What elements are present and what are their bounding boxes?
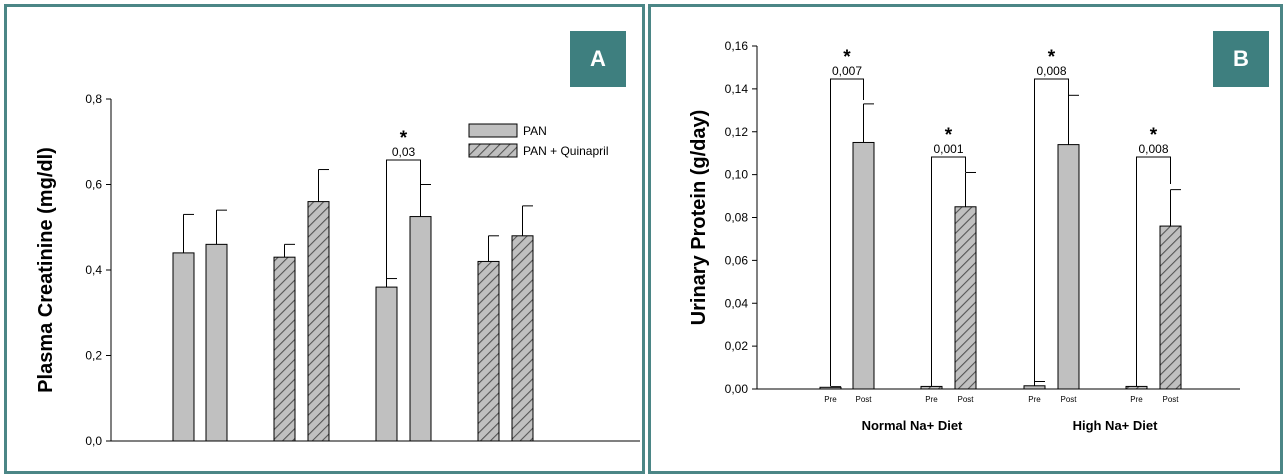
x-tick-label: Pre: [1130, 395, 1143, 404]
legend-label: PAN: [523, 124, 547, 138]
y-tick-label: 0,02: [725, 339, 749, 353]
bar: [511, 235, 534, 442]
significance-bracket: [386, 159, 421, 280]
legend-label: PAN + Quinapril: [523, 144, 608, 158]
bar: [375, 286, 398, 442]
y-tick-label: 0,8: [85, 92, 102, 106]
y-tick-label: 0,6: [85, 178, 102, 192]
y-tick-label: 0,12: [725, 125, 749, 139]
legend-swatch: [468, 143, 518, 158]
significance-star: *: [843, 47, 851, 68]
x-tick-label: Pre: [1028, 395, 1041, 404]
significance-star: *: [1048, 47, 1056, 68]
y-tick-label: 0,2: [85, 349, 102, 363]
y-tick-label: 0,10: [725, 168, 749, 182]
chart-b: 0,00 0,02 0,04 0,06 0,08 0,10 0,12 0,14 0,16 Urin…: [688, 39, 1240, 433]
bar: [1057, 144, 1080, 390]
bar: [409, 216, 432, 442]
bar: [477, 260, 500, 442]
bar: [1125, 385, 1148, 390]
significance-bracket: [830, 78, 864, 386]
p-value-label: 0,03: [392, 145, 416, 159]
p-value-label: 0,008: [1138, 142, 1168, 156]
x-tick-label: Pre: [824, 395, 837, 404]
y-tick-label: 0,08: [725, 211, 749, 225]
chart-a: 0,0 0,2 0,4 0,6 0,8 Plasma Creatinine (mg/dl)…: [35, 92, 640, 448]
group-label: Normal Na+ Diet: [862, 418, 963, 433]
x-tick-label: Post: [855, 395, 872, 404]
bar: [819, 386, 842, 390]
x-tick-label: Pre: [925, 395, 938, 404]
y-axis-title: Plasma Creatinine (mg/dl): [35, 147, 57, 393]
panel-a-badge: A: [570, 31, 626, 87]
y-tick-label: 0,16: [725, 39, 749, 53]
x-tick-label: Post: [1162, 395, 1179, 404]
y-tick-label: 0,0: [85, 434, 102, 448]
bar: [1159, 225, 1182, 390]
significance-bracket: [1034, 78, 1069, 386]
y-tick-label: 0,4: [85, 263, 102, 277]
bar: [273, 256, 296, 442]
group-label: High Na+ Diet: [1073, 418, 1159, 433]
bar: [1023, 385, 1046, 390]
significance-star: *: [1150, 125, 1158, 146]
y-tick-label: 0,00: [725, 382, 749, 396]
y-axis-title: Urinary Protein (g/day): [688, 110, 710, 326]
y-tick-label: 0,04: [725, 296, 749, 310]
bar: [920, 385, 943, 390]
significance-star: *: [400, 128, 408, 149]
significance-star: *: [945, 125, 953, 146]
y-tick-label: 0,06: [725, 253, 749, 267]
x-tick-label: Post: [1060, 395, 1077, 404]
significance-bracket: [1136, 156, 1171, 386]
bar: [205, 243, 228, 442]
bar: [954, 206, 977, 390]
p-value-label: 0,008: [1036, 64, 1066, 78]
p-value-label: 0,007: [832, 64, 862, 78]
y-tick-label: 0,14: [725, 82, 749, 96]
legend-swatch: [468, 123, 518, 138]
bar: [307, 201, 330, 442]
x-tick-label: Post: [957, 395, 974, 404]
bar: [172, 252, 195, 442]
bar: [852, 141, 875, 390]
p-value-label: 0,001: [933, 142, 963, 156]
chart-canvas: 0,0 0,2 0,4 0,6 0,8 Plasma Creatinine (mg/dl)…: [35, 39, 1240, 448]
significance-bracket: [931, 156, 966, 386]
panel-b-badge: B: [1213, 31, 1269, 87]
